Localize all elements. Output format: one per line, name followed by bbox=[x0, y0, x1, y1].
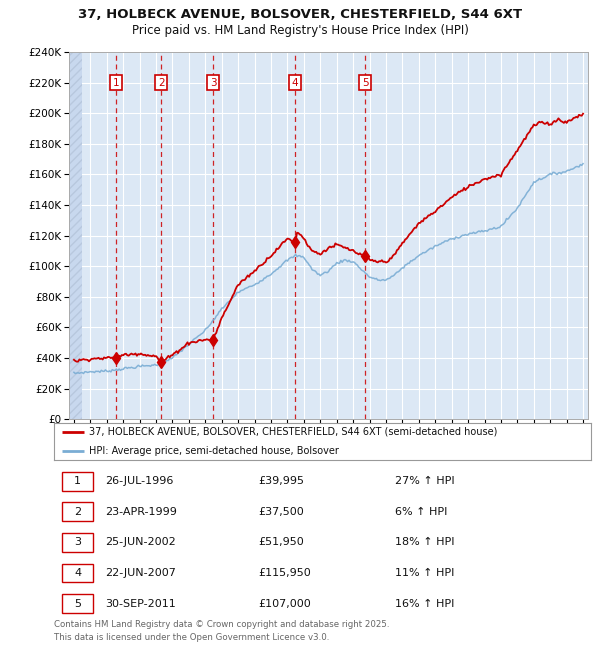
Text: 6% ↑ HPI: 6% ↑ HPI bbox=[395, 507, 448, 517]
Text: 18% ↑ HPI: 18% ↑ HPI bbox=[395, 538, 454, 547]
Text: HPI: Average price, semi-detached house, Bolsover: HPI: Average price, semi-detached house,… bbox=[89, 446, 339, 456]
Text: This data is licensed under the Open Government Licence v3.0.: This data is licensed under the Open Gov… bbox=[54, 632, 329, 642]
Text: Contains HM Land Registry data © Crown copyright and database right 2025.: Contains HM Land Registry data © Crown c… bbox=[54, 619, 389, 629]
FancyBboxPatch shape bbox=[62, 564, 93, 582]
Text: 1: 1 bbox=[74, 476, 81, 486]
Text: 5: 5 bbox=[362, 77, 369, 88]
Text: 37, HOLBECK AVENUE, BOLSOVER, CHESTERFIELD, S44 6XT (semi-detached house): 37, HOLBECK AVENUE, BOLSOVER, CHESTERFIE… bbox=[89, 427, 497, 437]
Text: 37, HOLBECK AVENUE, BOLSOVER, CHESTERFIELD, S44 6XT: 37, HOLBECK AVENUE, BOLSOVER, CHESTERFIE… bbox=[78, 8, 522, 21]
Text: 4: 4 bbox=[74, 568, 81, 578]
Text: 1: 1 bbox=[113, 77, 119, 88]
Text: 2: 2 bbox=[74, 507, 81, 517]
Text: 27% ↑ HPI: 27% ↑ HPI bbox=[395, 476, 455, 486]
Text: £115,950: £115,950 bbox=[258, 568, 311, 578]
FancyBboxPatch shape bbox=[62, 502, 93, 521]
Text: 2: 2 bbox=[158, 77, 164, 88]
Text: Price paid vs. HM Land Registry's House Price Index (HPI): Price paid vs. HM Land Registry's House … bbox=[131, 24, 469, 37]
Text: 5: 5 bbox=[74, 599, 81, 608]
Text: £107,000: £107,000 bbox=[258, 599, 311, 608]
Text: £37,500: £37,500 bbox=[258, 507, 304, 517]
Text: 3: 3 bbox=[74, 538, 81, 547]
Text: 3: 3 bbox=[210, 77, 217, 88]
Text: £51,950: £51,950 bbox=[258, 538, 304, 547]
Text: 25-JUN-2002: 25-JUN-2002 bbox=[105, 538, 176, 547]
Text: 16% ↑ HPI: 16% ↑ HPI bbox=[395, 599, 454, 608]
FancyBboxPatch shape bbox=[62, 594, 93, 613]
FancyBboxPatch shape bbox=[62, 533, 93, 552]
FancyBboxPatch shape bbox=[62, 472, 93, 491]
Bar bbox=[69, 52, 82, 419]
Text: £39,995: £39,995 bbox=[258, 476, 304, 486]
Text: 22-JUN-2007: 22-JUN-2007 bbox=[105, 568, 176, 578]
Text: 30-SEP-2011: 30-SEP-2011 bbox=[105, 599, 176, 608]
Text: 26-JUL-1996: 26-JUL-1996 bbox=[105, 476, 173, 486]
Text: 11% ↑ HPI: 11% ↑ HPI bbox=[395, 568, 454, 578]
Text: 23-APR-1999: 23-APR-1999 bbox=[105, 507, 177, 517]
Text: 4: 4 bbox=[292, 77, 299, 88]
